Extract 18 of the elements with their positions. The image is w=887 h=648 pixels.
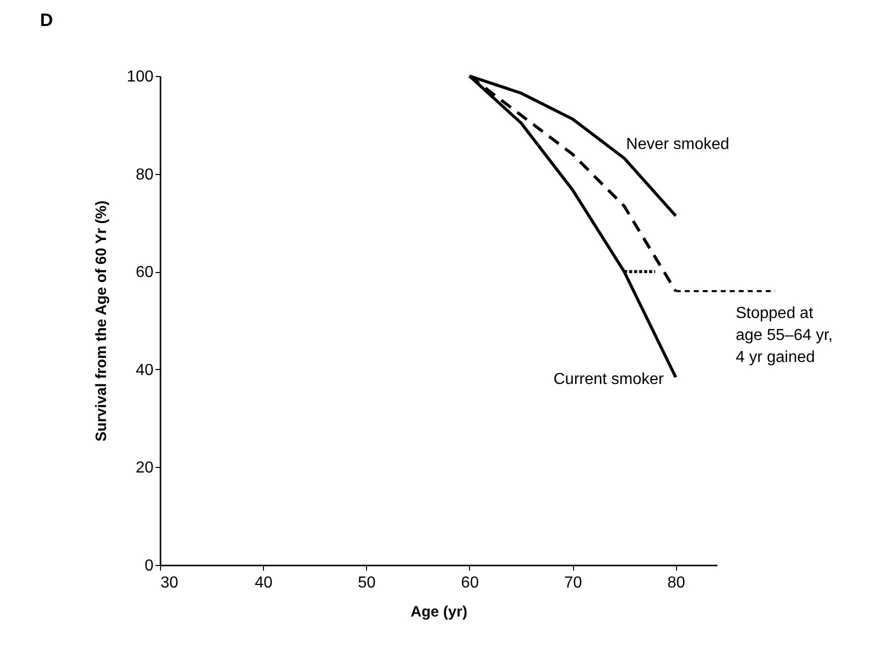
y-tick-label: 60 <box>136 264 154 282</box>
x-tick-label: 80 <box>667 574 686 592</box>
x-tick-label: 70 <box>564 574 582 592</box>
x-tick-label: 40 <box>254 574 273 592</box>
x-tick-label: 50 <box>358 574 376 592</box>
series-label: Never smoked <box>626 136 730 154</box>
x-axis-title: Age (yr) <box>410 604 468 620</box>
y-tick-label: 0 <box>144 558 154 574</box>
y-axis-title: Survival from the Age of 60 Yr (%) <box>92 200 110 442</box>
chart-title: D <box>40 10 53 30</box>
y-tick-label: 100 <box>126 68 154 86</box>
y-tick-label: 80 <box>136 166 154 184</box>
annotation: Stopped at age 55–64 yr, 4 yr gained <box>736 305 833 366</box>
x-tick-label: 30 <box>160 574 178 592</box>
y-tick-label: 40 <box>136 362 154 379</box>
series-label: Current smoker <box>553 371 664 388</box>
x-tick-label: 60 <box>461 574 479 592</box>
y-tick-label: 20 <box>136 460 154 477</box>
